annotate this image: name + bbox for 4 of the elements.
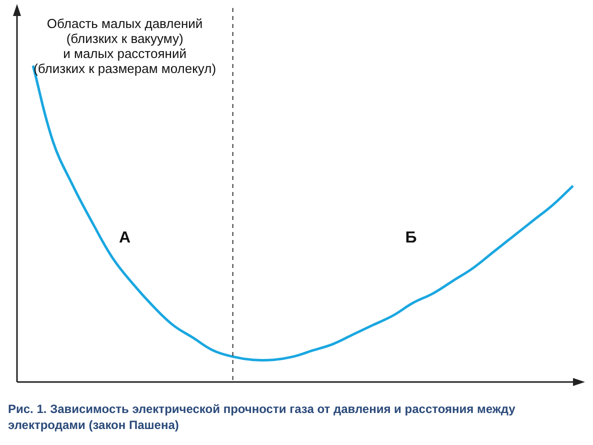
text: Рис. 1. Зависимость электрической прочности газа от давления и расстояния между электродами (закон Пашена) <box>8 401 516 433</box>
annotation: Б <box>405 229 417 246</box>
annotation: А <box>119 229 132 246</box>
annotation: Область малых давлений (близких к вакууму) и малых расстояний (близких к размерам молекул) <box>34 16 216 76</box>
